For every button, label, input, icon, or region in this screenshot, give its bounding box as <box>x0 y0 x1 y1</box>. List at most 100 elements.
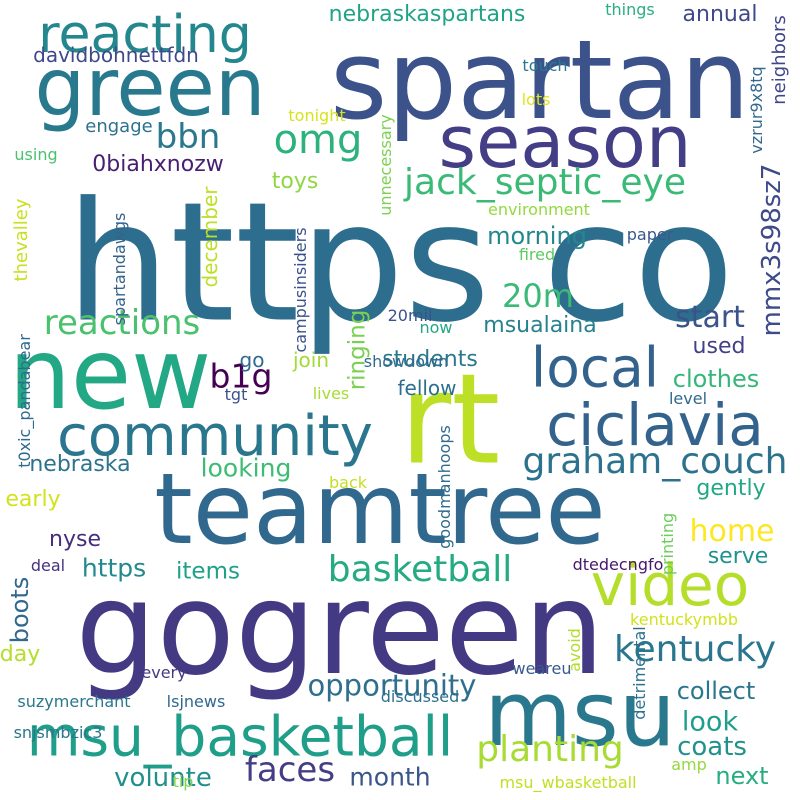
word-suzymerchant: suzymerchant <box>17 692 131 711</box>
word-msu: msu <box>484 662 676 767</box>
word-join: join <box>292 348 330 372</box>
word-season: season <box>438 100 692 184</box>
word-reacting: reacting <box>38 5 252 65</box>
word-tgt: tgt <box>224 385 248 404</box>
word-items: items <box>176 558 240 585</box>
word-20mil: 20mil <box>387 306 433 325</box>
word-detrimental: detrimental <box>630 626 649 720</box>
word-clothes: clothes <box>672 365 760 393</box>
word-used: used <box>692 334 746 359</box>
word-goodmanhoops: goodmanhoops <box>435 425 454 549</box>
word-lives: lives <box>312 384 350 403</box>
word-nyse: nyse <box>49 527 101 552</box>
word-vzrur9x8tq: vzrur9x8tq <box>747 66 766 154</box>
word-toys: toys <box>271 169 319 194</box>
word-https: https <box>81 553 147 583</box>
word-things: things <box>605 0 655 19</box>
word-community: community <box>57 404 373 469</box>
word-showdown: showdown <box>363 352 449 371</box>
word-printing: printing <box>658 512 677 576</box>
word-morning: morning <box>487 222 587 250</box>
word-gogreen: gogreen <box>75 555 605 704</box>
word-graham-couch: graham_couch <box>522 441 788 482</box>
word-nebraskaspartans: nebraskaspartans <box>328 2 526 27</box>
word-touch: touch <box>522 56 568 75</box>
word-msu-basketball: msu_basketball <box>26 704 454 769</box>
word-paper: paper <box>626 225 674 244</box>
word-teamtree: teamtree <box>154 453 606 567</box>
word-boots: boots <box>6 576 34 644</box>
word-day: day <box>0 642 41 667</box>
word-annual: annual <box>682 2 758 27</box>
word-weareu: weareu <box>512 659 572 678</box>
word-go: go <box>239 348 265 372</box>
word-mmx3s98sz7: mmx3s98sz7 <box>757 163 787 337</box>
word-unnecessary: unnecessary <box>376 114 395 216</box>
word-thevalley: thevalley <box>11 198 32 282</box>
word-volunte: volunte <box>114 763 212 793</box>
word-level: level <box>668 389 708 408</box>
word-0biahxnozw: 0biahxnozw <box>92 152 224 177</box>
word-new: new <box>8 318 212 432</box>
word-lots: lots <box>521 90 551 109</box>
word-planting: planting <box>476 729 624 770</box>
word-campusinsiders: campusinsiders <box>291 227 310 353</box>
word-every: every <box>141 663 187 682</box>
word-omg: omg <box>273 117 363 163</box>
word-coats: coats <box>677 732 747 762</box>
word-dtedecngfo: dtedecngfo <box>572 555 664 574</box>
word-look: look <box>681 706 739 738</box>
word-ciclavia: ciclavia <box>546 391 764 459</box>
word-month: month <box>349 762 431 792</box>
word-msualaina: msualaina <box>483 313 597 338</box>
word-basketball: basketball <box>327 549 513 590</box>
word-next: next <box>715 762 769 790</box>
word-environment: environment <box>488 200 590 219</box>
word-fellow: fellow <box>397 376 457 400</box>
word-tip: tip <box>172 772 194 791</box>
word-ringing: ringing <box>344 309 371 391</box>
word-serve: serve <box>707 544 769 569</box>
word-b1g: b1g <box>209 356 273 396</box>
word-students: students <box>382 347 478 372</box>
word-spartandawgs: spartandawgs <box>110 212 129 326</box>
word-green: green <box>34 41 266 134</box>
word-https-co: https co <box>65 166 735 359</box>
word-fired: fired <box>518 245 556 264</box>
word-rt: rt <box>399 347 501 493</box>
word-neighbors: neighbors <box>769 15 790 105</box>
word-faces: faces <box>244 750 336 790</box>
word-early: early <box>5 487 61 512</box>
word-discussed: discussed <box>380 687 460 706</box>
word-avoid: avoid <box>565 628 584 672</box>
word-kentucky: kentucky <box>613 629 777 670</box>
word-spartan: spartan <box>329 16 751 144</box>
word-gently: gently <box>696 476 766 501</box>
word-deal: deal <box>30 556 66 575</box>
word-snjsmbzic3: snjsmbzic3 <box>13 723 103 742</box>
word-reactions: reactions <box>43 303 201 343</box>
word-video: video <box>590 551 750 619</box>
word-jack-septic-eye: jack_septic_eye <box>404 162 686 203</box>
word-looking: looking <box>200 453 292 483</box>
word-davidbohnettfdn: davidbohnettfdn <box>33 43 199 67</box>
word-local: local <box>530 335 660 400</box>
word-back: back <box>328 473 368 492</box>
word-20m: 20m <box>502 277 574 315</box>
word-december: december <box>198 186 222 288</box>
word-kentuckymbb: kentuckymbb <box>630 610 738 629</box>
word-using: using <box>14 145 58 164</box>
word-start: start <box>675 300 745 335</box>
word-tonight: tonight <box>288 106 346 125</box>
word-opportunity: opportunity <box>307 668 477 703</box>
word-engage: engage <box>85 116 153 137</box>
word-collect: collect <box>676 677 756 705</box>
word-msu-wbasketball: msu_wbasketball <box>499 773 637 792</box>
word-now: now <box>419 318 453 337</box>
word-home: home <box>689 514 775 549</box>
word-amp: amp <box>671 755 707 774</box>
word-t0xic-pandabear: t0xic_pandabear <box>15 334 34 468</box>
word-nebraska: nebraska <box>29 452 131 477</box>
word-bbn: bbn <box>155 117 221 157</box>
